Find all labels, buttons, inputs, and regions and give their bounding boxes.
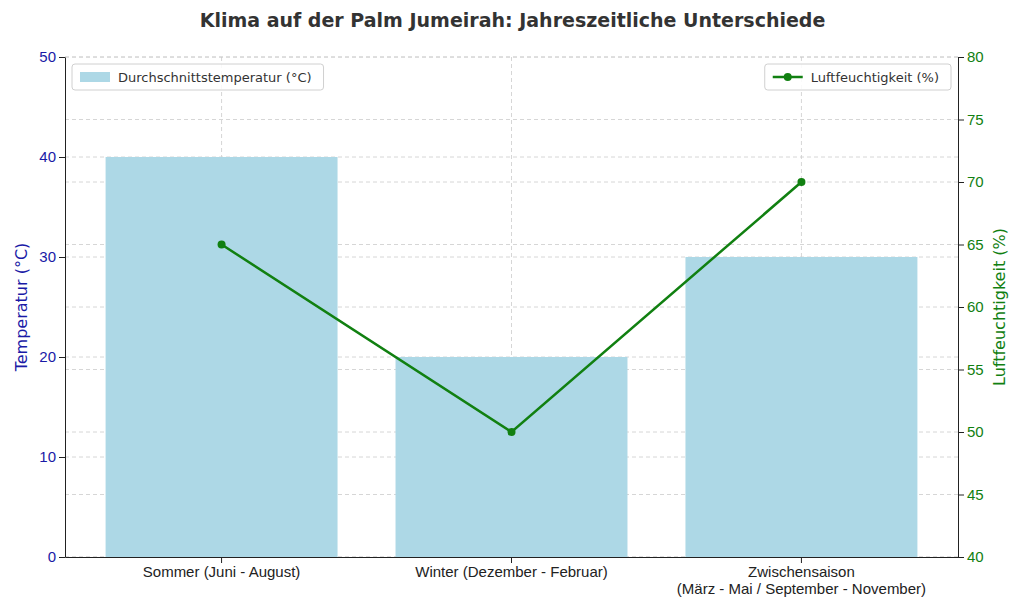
legend-box xyxy=(72,64,324,90)
tick-mark xyxy=(958,307,964,308)
tick: Sommer (Juni - August) xyxy=(143,557,301,580)
tick: 70 xyxy=(958,173,984,190)
plot-area xyxy=(106,157,918,557)
y2-axis: 40 45 50 55 60 65 70 75 80 xyxy=(958,48,984,565)
tick: 75 xyxy=(958,111,984,128)
tick-label: 10 xyxy=(39,448,56,465)
marker xyxy=(797,178,805,186)
legend-label: Luftfeuchtigkeit (%) xyxy=(811,70,939,85)
tick: 50 xyxy=(958,423,984,440)
tick-label: 0 xyxy=(48,548,56,565)
tick-mark xyxy=(59,57,65,58)
tick: 60 xyxy=(958,298,984,315)
tick-mark xyxy=(958,495,964,496)
tick-mark xyxy=(59,457,65,458)
tick-label: 70 xyxy=(967,173,984,190)
tick-label: 75 xyxy=(967,111,984,128)
tick-mark xyxy=(958,432,964,433)
tick-label: 30 xyxy=(39,248,56,265)
tick: 0 xyxy=(48,548,65,565)
tick-label: 40 xyxy=(39,148,56,165)
tick-label: 50 xyxy=(967,423,984,440)
legend-marker xyxy=(784,73,792,81)
y2-axis-title: Luftfeuchtigkeit (%) xyxy=(990,228,1009,386)
tick-mark xyxy=(958,120,964,121)
tick: 40 xyxy=(39,148,65,165)
grid-line xyxy=(65,119,958,120)
legend-swatch xyxy=(80,72,110,82)
tick-mark xyxy=(958,370,964,371)
tick: 40 xyxy=(958,548,984,565)
tick: 10 xyxy=(39,448,65,465)
bar xyxy=(106,157,338,557)
tick: Zwischensaison(März - Mai / September - … xyxy=(677,557,926,597)
tick-mark xyxy=(59,157,65,158)
marker xyxy=(218,241,226,249)
tick: 55 xyxy=(958,361,984,378)
tick-label: 80 xyxy=(967,48,984,65)
tick-label: 40 xyxy=(967,548,984,565)
tick: 45 xyxy=(958,486,984,503)
y-axis: 0 10 20 30 40 50 xyxy=(39,48,65,565)
legend: Luftfeuchtigkeit (%) xyxy=(765,64,951,90)
tick-label: 60 xyxy=(967,298,984,315)
tick-mark xyxy=(59,557,65,558)
tick-mark xyxy=(958,182,964,183)
legend-label: Durchschnittstemperatur (°C) xyxy=(118,70,312,85)
tick: 20 xyxy=(39,348,65,365)
tick: 80 xyxy=(958,48,984,65)
marker xyxy=(508,428,516,436)
axis-line xyxy=(65,58,66,558)
tick: 30 xyxy=(39,248,65,265)
legend: Durchschnittstemperatur (°C) xyxy=(72,64,324,90)
x-axis: Sommer (Juni - August) Winter (Dezember -… xyxy=(66,557,959,597)
tick-label: 50 xyxy=(39,48,56,65)
tick-label: Sommer (Juni - August) xyxy=(143,563,301,580)
title: Klima auf der Palm Jumeirah: Jahreszeitl… xyxy=(200,9,826,31)
bar xyxy=(685,257,917,557)
tick-mark xyxy=(59,257,65,258)
chart: 0 10 20 30 40 50 40 45 50 55 60 65 70 75 80 Sommer (Jun… xyxy=(0,0,1024,614)
tick: 50 xyxy=(39,48,65,65)
line xyxy=(222,182,802,432)
tick-mark xyxy=(958,57,964,58)
tick: 65 xyxy=(958,236,984,253)
tick-label: 65 xyxy=(967,236,984,253)
tick-mark xyxy=(59,357,65,358)
tick-mark xyxy=(958,245,964,246)
tick-label: 55 xyxy=(967,361,984,378)
grid xyxy=(65,57,958,557)
tick-label: 45 xyxy=(967,486,984,503)
tick-label: Winter (Dezember - Februar) xyxy=(415,563,608,580)
tick-label: Zwischensaison(März - Mai / September - … xyxy=(677,563,926,597)
bar xyxy=(396,357,628,557)
y-axis-title: Temperatur (°C) xyxy=(12,243,31,373)
tick: Winter (Dezember - Februar) xyxy=(415,557,608,580)
tick-label: 20 xyxy=(39,348,56,365)
tick-mark xyxy=(958,557,964,558)
legend-box xyxy=(765,64,951,90)
